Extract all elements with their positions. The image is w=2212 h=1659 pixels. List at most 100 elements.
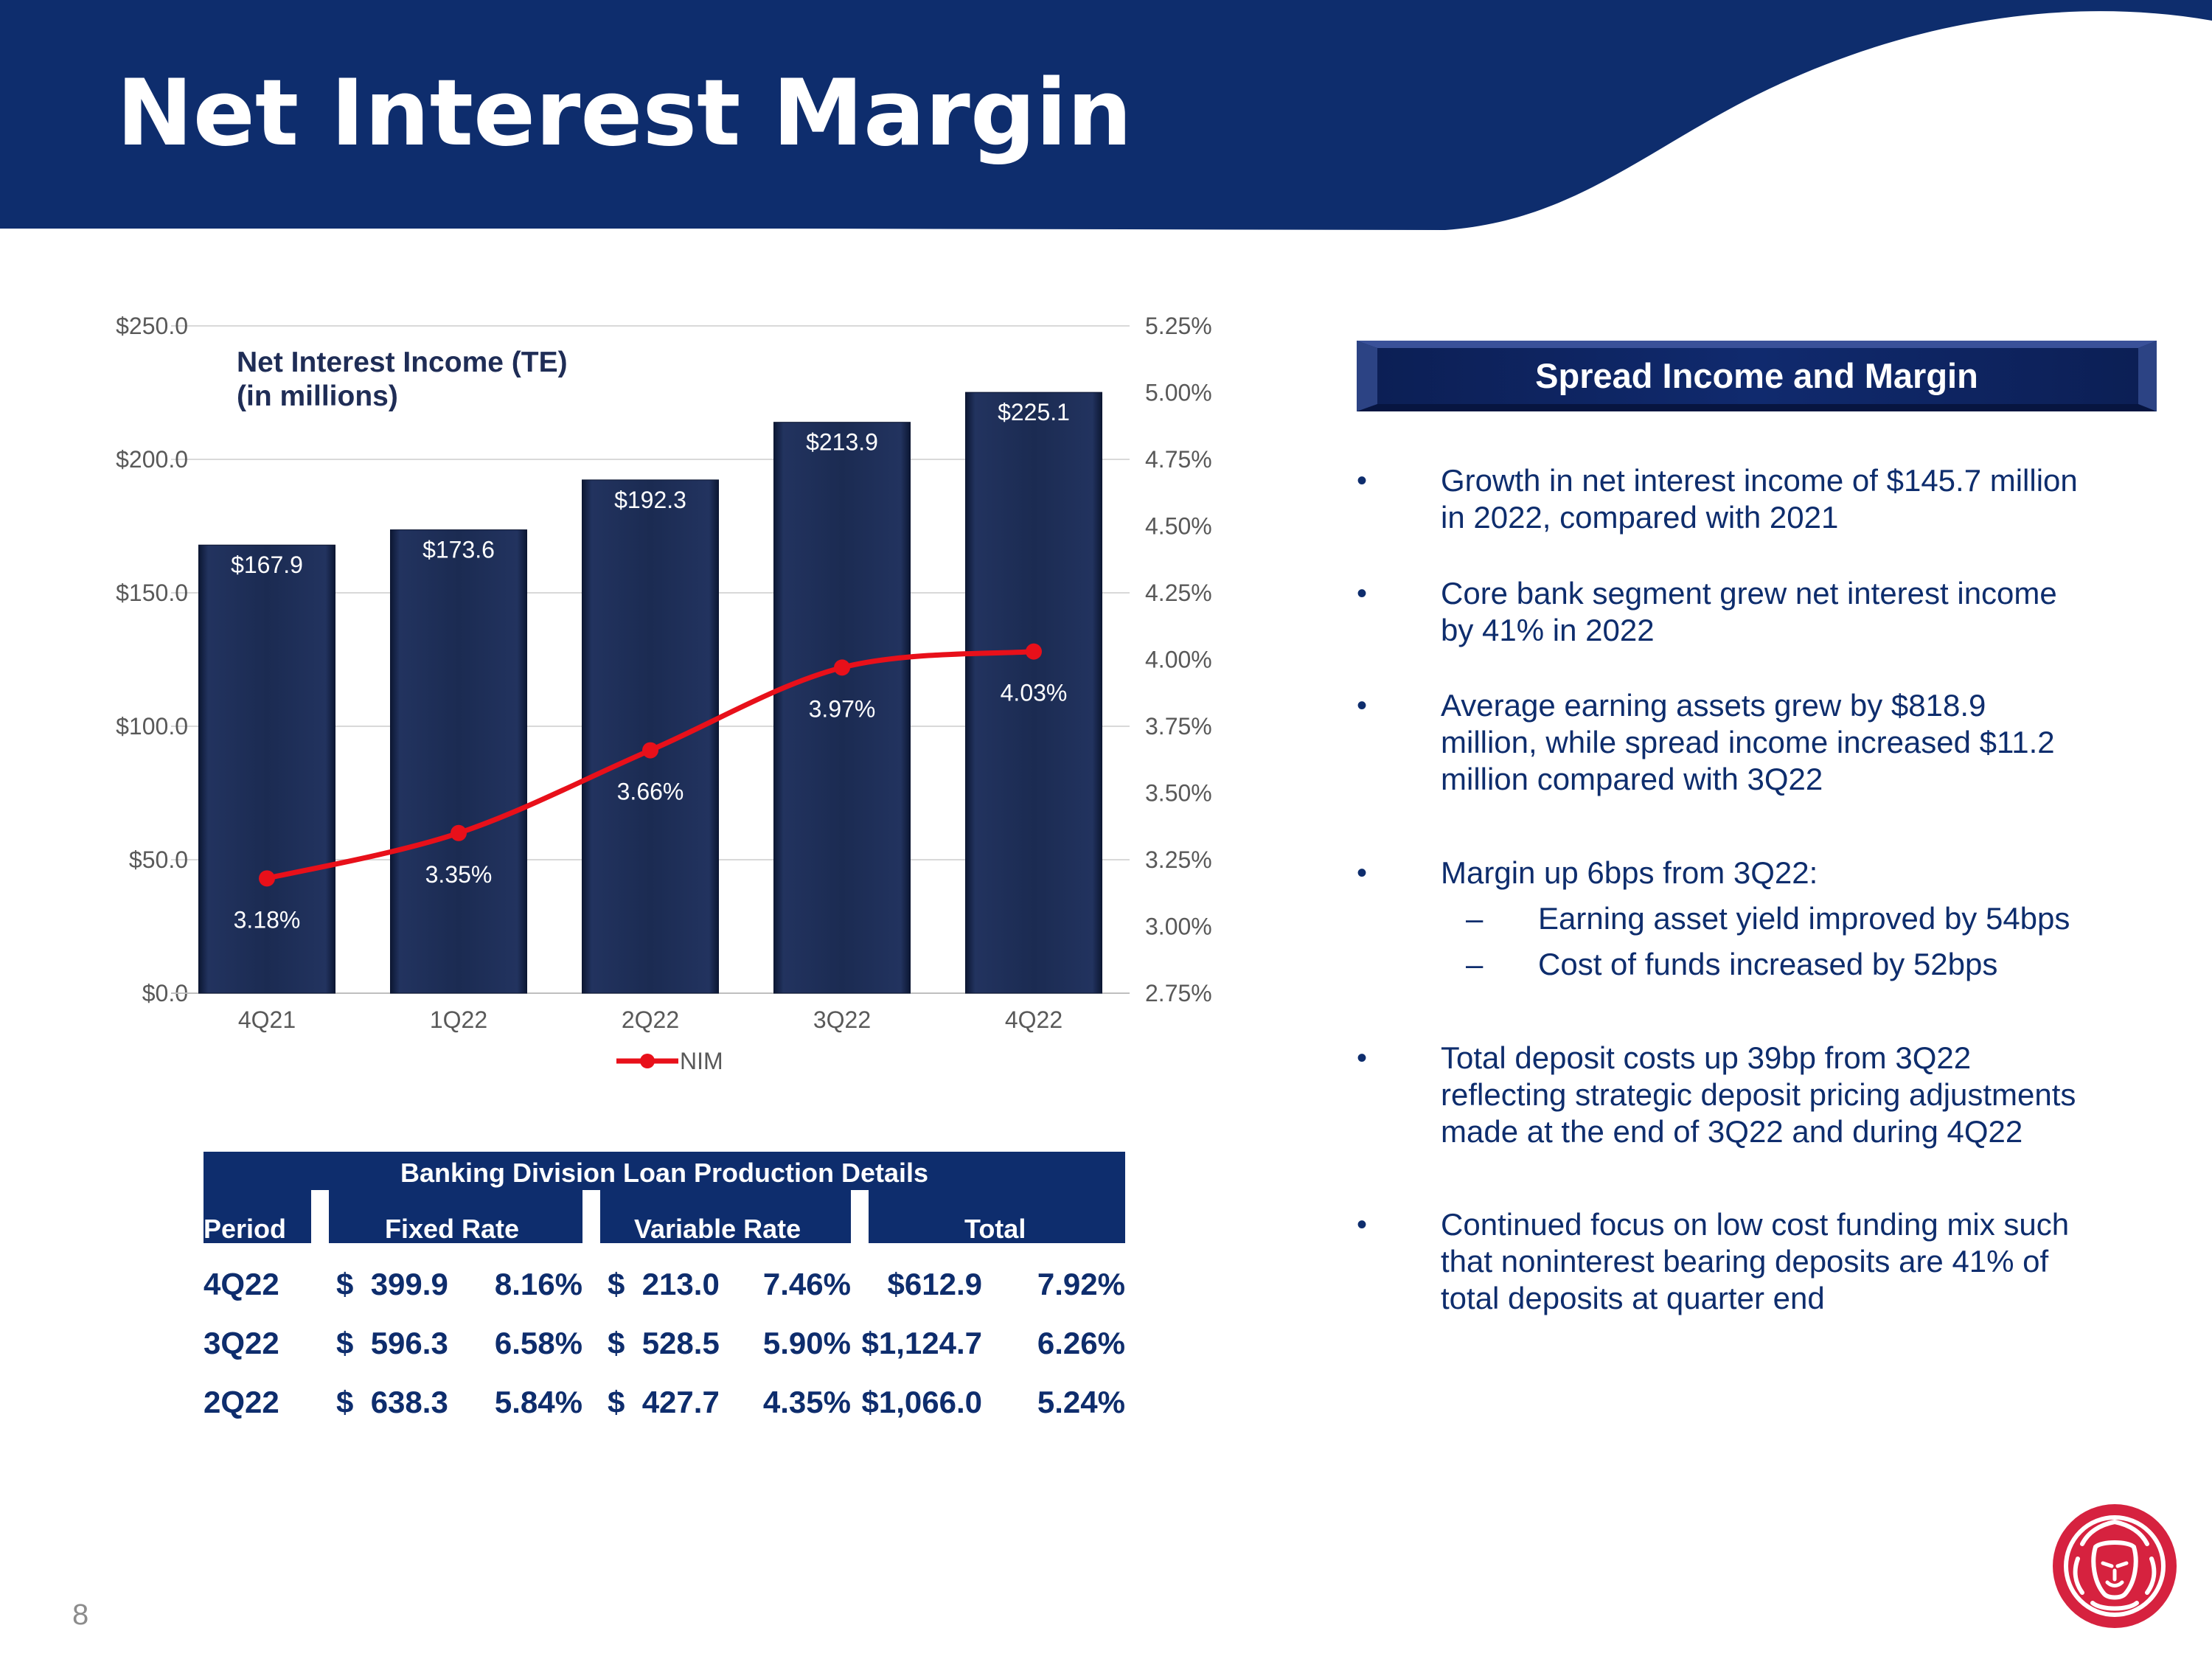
- sub-bullet-dash: –: [1466, 901, 1484, 936]
- bullet-icon: •: [1357, 689, 1368, 722]
- y-right-tick-label: 4.50%: [1145, 513, 1212, 540]
- y-left-tick-label: $200.0: [116, 446, 188, 473]
- lion-logo-icon: [2053, 1504, 2177, 1628]
- nim-value-label: 3.97%: [809, 695, 876, 722]
- column-header-total: Total: [964, 1214, 1026, 1244]
- table-cell-total-amt: $1,124.7: [861, 1326, 983, 1360]
- nii-nim-chart: $0.0$50.0$100.0$150.0$200.0$250.02.75%3.…: [116, 313, 1212, 1074]
- bar-value-label: $192.3: [614, 487, 686, 513]
- nim-point: [1026, 643, 1042, 660]
- x-tick-label: 3Q22: [813, 1006, 871, 1033]
- bar: [965, 392, 1102, 994]
- y-right-tick-label: 5.00%: [1145, 380, 1212, 406]
- table-cell-var-rate: 4.35%: [762, 1385, 851, 1419]
- spread-income-panel: Spread Income and Margin • Growth in net …: [1357, 341, 2157, 1336]
- nim-value-label: 3.18%: [234, 906, 301, 933]
- bar-value-label: $167.9: [231, 552, 303, 578]
- column-header-period: Period: [204, 1214, 287, 1244]
- table-header-banner: [204, 1152, 1125, 1243]
- nim-value-label: 3.35%: [425, 861, 493, 888]
- bullet-icon: •: [1357, 1208, 1368, 1241]
- nim-point: [834, 659, 850, 676]
- sub-bullet-text: Earning asset yield improved by 54bps: [1538, 901, 2070, 936]
- bullet-icon: •: [1357, 857, 1368, 889]
- table-cell-period: 2Q22: [204, 1385, 279, 1419]
- chart-legend: NIM: [616, 1048, 723, 1074]
- bullet-text: Average earning assets grew by $818.9 mil…: [1441, 688, 2055, 796]
- page-number: 8: [72, 1599, 89, 1631]
- table-cell-total-rate: 5.24%: [1037, 1385, 1125, 1419]
- header-divider: [311, 1190, 329, 1243]
- y-right-tick-label: 4.75%: [1145, 446, 1212, 473]
- page-title: Net Interest Margin: [116, 60, 1133, 167]
- bullet-icon: •: [1357, 465, 1368, 497]
- sub-bullet-text: Cost of funds increased by 52bps: [1538, 947, 1998, 981]
- bar: [582, 479, 719, 994]
- table-cell-fixed-rate: 5.84%: [494, 1385, 582, 1419]
- section-banner: [1357, 341, 2157, 411]
- bullet-text: Total deposit costs up 39bp from 3Q22 ref…: [1441, 1040, 2076, 1149]
- y-right-tick-label: 3.50%: [1145, 780, 1212, 807]
- nim-point: [642, 742, 658, 759]
- table-cell-total-amt: $1,066.0: [861, 1385, 983, 1419]
- nim-value-label: 3.66%: [617, 779, 684, 805]
- table-cell-var-rate: 7.46%: [762, 1267, 851, 1301]
- y-right-tick-label: 3.00%: [1145, 914, 1212, 940]
- nim-value-label: 4.03%: [1001, 680, 1068, 706]
- table-cell-var-amt: $ 213.0: [608, 1267, 720, 1301]
- bar-value-label: $213.9: [806, 429, 878, 456]
- bullet-text: Growth in net interest income of $145.7 …: [1441, 463, 2078, 535]
- column-header-variable-rate: Variable Rate: [634, 1214, 801, 1244]
- bullet-text: Continued focus on low cost funding mix …: [1441, 1207, 2070, 1315]
- x-tick-label: 1Q22: [430, 1006, 487, 1033]
- table-cell-total-rate: 7.92%: [1037, 1267, 1125, 1301]
- header-divider: [851, 1190, 869, 1243]
- table-cell-fixed-rate: 8.16%: [494, 1267, 582, 1301]
- table-cell-var-amt: $ 427.7: [608, 1385, 720, 1419]
- bar: [198, 544, 335, 994]
- table-cell-fixed-amt: $ 399.9: [336, 1267, 448, 1301]
- table-cell-fixed-amt: $ 596.3: [336, 1326, 448, 1360]
- y-left-tick-label: $250.0: [116, 313, 188, 339]
- table-title: Banking Division Loan Production Details: [400, 1158, 929, 1188]
- header-banner: [0, 0, 2212, 230]
- legend-marker: [640, 1054, 655, 1068]
- x-tick-label: 4Q21: [238, 1006, 296, 1033]
- table-cell-var-rate: 5.90%: [762, 1326, 851, 1360]
- y-right-tick-label: 5.25%: [1145, 313, 1212, 339]
- chart-title-line-2: (in millions): [237, 380, 398, 412]
- table-cell-var-amt: $ 528.5: [608, 1326, 720, 1360]
- table-cell-total-amt: $612.9: [887, 1267, 982, 1301]
- y-right-tick-label: 4.00%: [1145, 647, 1212, 673]
- bar: [390, 529, 527, 994]
- y-right-tick-label: 3.25%: [1145, 846, 1212, 873]
- bullet-icon: •: [1357, 1042, 1368, 1074]
- nim-point: [451, 824, 467, 841]
- table-cell-total-rate: 6.26%: [1037, 1326, 1125, 1360]
- y-left-tick-label: $150.0: [116, 580, 188, 606]
- chart-title-line-1: Net Interest Income (TE): [237, 347, 568, 378]
- table-cell-period: 3Q22: [204, 1326, 279, 1360]
- legend-label-nim: NIM: [680, 1048, 723, 1074]
- table-cell-period: 4Q22: [204, 1267, 279, 1301]
- table-cell-fixed-amt: $ 638.3: [336, 1385, 448, 1419]
- x-tick-label: 2Q22: [622, 1006, 679, 1033]
- y-left-tick-label: $50.0: [129, 846, 188, 873]
- y-left-tick-label: $100.0: [116, 713, 188, 740]
- y-right-tick-label: 4.25%: [1145, 580, 1212, 606]
- bar-value-label: $173.6: [422, 537, 495, 563]
- nim-point: [259, 870, 275, 887]
- section-title: Spread Income and Margin: [1535, 356, 1978, 395]
- bar: [773, 422, 911, 994]
- column-header-fixed-rate: Fixed Rate: [385, 1214, 520, 1244]
- bar-value-label: $225.1: [998, 399, 1070, 425]
- bullet-icon: •: [1357, 577, 1368, 610]
- y-right-tick-label: 3.75%: [1145, 713, 1212, 740]
- bullet-text: Margin up 6bps from 3Q22:: [1441, 855, 1818, 890]
- header-divider: [582, 1190, 600, 1243]
- table-cell-fixed-rate: 6.58%: [494, 1326, 582, 1360]
- loan-production-table: Banking Division Loan Production Details…: [204, 1152, 1125, 1439]
- bullet-text: Core bank segment grew net interest inco…: [1441, 576, 2057, 647]
- sub-bullet-dash: –: [1466, 947, 1484, 981]
- y-right-tick-label: 2.75%: [1145, 980, 1212, 1006]
